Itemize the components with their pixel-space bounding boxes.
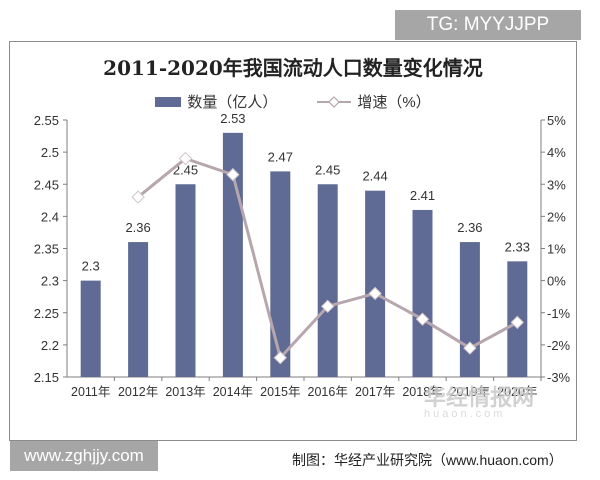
- diamond-marker-icon: [320, 299, 335, 314]
- x-tick-label: 2017年: [355, 385, 395, 399]
- right-tick-label: 2%: [547, 209, 566, 224]
- diamond-marker-icon: [368, 286, 382, 301]
- bar-value-label: 2.36: [457, 220, 482, 235]
- left-tick-label: 2.35: [34, 242, 59, 257]
- bar-value-label: 2.44: [362, 169, 387, 184]
- left-tick-label: 2.4: [41, 209, 59, 224]
- left-tick-label: 2.15: [34, 370, 59, 385]
- legend-item-line: 增速（%）: [317, 91, 431, 112]
- right-tick-label: -1%: [547, 306, 571, 321]
- legend: 数量（亿人） 增速（%）: [10, 91, 576, 112]
- x-tick-label: 2019年: [450, 385, 490, 399]
- watermark-logo-sub: huaon.com: [424, 408, 506, 420]
- right-tick-label: 3%: [547, 177, 566, 192]
- bar: [270, 171, 291, 377]
- x-tick-label: 2016年: [308, 385, 348, 399]
- bar-value-label: 2.33: [505, 239, 530, 254]
- x-tick-label: 2020年: [497, 385, 537, 399]
- diamond-marker-icon: [463, 341, 477, 355]
- x-tick-label: 2018年: [402, 385, 442, 399]
- x-tick-label: 2013年: [165, 385, 205, 399]
- bar-value-label: 2.53: [220, 111, 245, 126]
- bar: [365, 190, 386, 377]
- bar-swatch-icon: [155, 96, 182, 107]
- left-tick-label: 2.45: [34, 177, 59, 192]
- diamond-marker-icon: [273, 351, 288, 365]
- right-tick-label: 0%: [547, 274, 566, 289]
- bar-value-label: 2.36: [125, 220, 150, 235]
- line-diamond-swatch-icon: [317, 95, 352, 108]
- bar-value-label: 2.47: [268, 149, 293, 164]
- watermark-bottom: www.zghjjy.com: [10, 441, 158, 471]
- bar: [412, 209, 433, 377]
- bar-value-label: 2.45: [173, 162, 198, 177]
- right-tick-label: 1%: [547, 242, 566, 257]
- diamond-marker-icon: [415, 312, 430, 326]
- chart-frame: 2011-2020年我国流动人口数量变化情况 数量（亿人） 增速（%） 制图：华…: [9, 41, 577, 468]
- left-tick-label: 2.2: [41, 338, 59, 353]
- x-tick-label: 2012年: [118, 385, 158, 399]
- source-note: 制图：华经产业研究院（www.huaon.com）: [292, 452, 563, 468]
- x-tick-label: 2015年: [260, 385, 300, 399]
- diamond-marker-icon: [131, 190, 145, 204]
- bar-value-label: 2.41: [410, 188, 435, 203]
- legend-item-bar: 数量（亿人）: [155, 91, 277, 112]
- bar-value-label: 2.45: [315, 162, 340, 177]
- right-tick-label: -3%: [547, 370, 571, 385]
- left-tick-label: 2.5: [41, 145, 59, 160]
- chart-title: 2011-2020年我国流动人口数量变化情况: [103, 56, 483, 80]
- bar-value-label: 2.3: [82, 259, 100, 274]
- watermark-logo-text: 华经情报网: [424, 385, 535, 410]
- bar: [175, 184, 196, 377]
- right-tick-label: -2%: [547, 338, 571, 353]
- right-tick-label: 5%: [547, 113, 566, 128]
- watermark-logo: 华经情报网 huaon.com: [424, 380, 534, 420]
- bar: [317, 184, 338, 377]
- bar: [459, 242, 480, 377]
- bar: [128, 242, 149, 377]
- diamond-marker-icon: [226, 167, 240, 182]
- x-tick-label: 2011年: [71, 385, 110, 399]
- x-tick-label: 2014年: [213, 385, 253, 399]
- left-tick-label: 2.55: [34, 113, 59, 128]
- legend-label-line: 增速（%）: [357, 94, 431, 111]
- left-tick-label: 2.25: [34, 306, 59, 321]
- diamond-marker-icon: [510, 315, 525, 330]
- diamond-marker-icon: [178, 151, 193, 166]
- left-tick-label: 2.3: [41, 274, 59, 289]
- legend-label-bar: 数量（亿人）: [187, 94, 278, 111]
- watermark-top: TG: MYYJJPP: [395, 10, 581, 40]
- bar: [80, 280, 101, 377]
- right-tick-label: 4%: [547, 145, 566, 160]
